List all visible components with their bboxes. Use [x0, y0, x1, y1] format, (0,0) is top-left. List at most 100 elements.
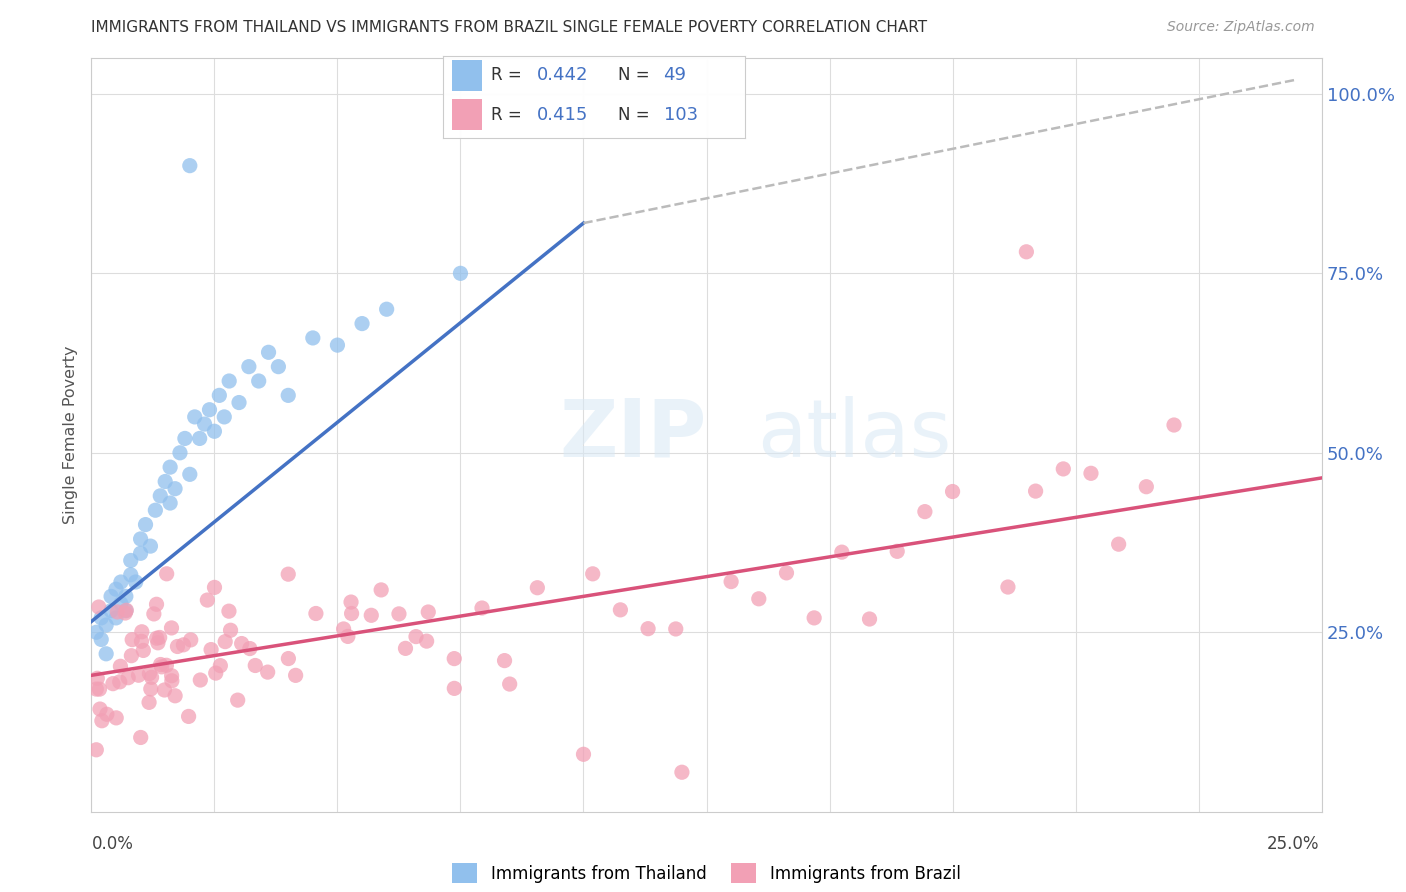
Point	[748, 591, 770, 606]
Point	[340, 595, 363, 609]
Point	[582, 566, 605, 581]
Point	[394, 641, 416, 656]
Point	[105, 611, 127, 625]
Point	[720, 574, 742, 589]
Point	[188, 432, 211, 446]
Point	[886, 544, 908, 558]
Point	[169, 446, 191, 460]
Point	[775, 566, 797, 580]
Point	[163, 482, 186, 496]
Point	[141, 670, 163, 684]
Point	[572, 747, 595, 762]
Point	[665, 622, 688, 636]
Point	[1015, 244, 1038, 259]
Text: 0.415: 0.415	[537, 106, 588, 124]
Point	[179, 159, 201, 173]
FancyBboxPatch shape	[451, 99, 482, 130]
Point	[326, 338, 349, 352]
Point	[209, 658, 232, 673]
Point	[195, 593, 218, 607]
Point	[177, 709, 200, 723]
Point	[165, 689, 187, 703]
Point	[200, 642, 222, 657]
Point	[86, 671, 108, 685]
Point	[160, 669, 183, 683]
Point	[120, 553, 142, 567]
Point	[277, 651, 299, 665]
Point	[942, 484, 965, 499]
Point	[609, 603, 631, 617]
Point	[284, 668, 307, 682]
Point	[159, 496, 181, 510]
Point	[301, 331, 323, 345]
Point	[267, 359, 290, 374]
Point	[150, 660, 173, 674]
Point	[226, 693, 249, 707]
Point	[89, 682, 111, 697]
Point	[160, 673, 183, 688]
Point	[135, 517, 156, 532]
Point	[87, 600, 110, 615]
Point	[183, 409, 207, 424]
FancyBboxPatch shape	[451, 61, 482, 92]
Point	[471, 601, 494, 615]
Point	[332, 622, 354, 636]
Point	[526, 581, 548, 595]
Point	[204, 666, 226, 681]
Point	[121, 632, 143, 647]
Text: atlas: atlas	[756, 396, 952, 474]
Point	[86, 743, 108, 757]
Point	[443, 651, 465, 665]
Point	[146, 636, 169, 650]
Point	[139, 539, 162, 553]
Point	[105, 605, 128, 619]
Text: R =: R =	[491, 106, 527, 124]
Point	[89, 702, 111, 716]
Point	[247, 374, 270, 388]
Text: Source: ZipAtlas.com: Source: ZipAtlas.com	[1167, 20, 1315, 34]
Text: 0.442: 0.442	[537, 66, 588, 84]
Point	[110, 659, 132, 673]
Point	[129, 532, 152, 546]
Point	[131, 634, 153, 648]
Text: 25.0%: 25.0%	[1267, 835, 1319, 853]
Text: IMMIGRANTS FROM THAILAND VS IMMIGRANTS FROM BRAZIL SINGLE FEMALE POVERTY CORRELA: IMMIGRANTS FROM THAILAND VS IMMIGRANTS F…	[91, 20, 928, 35]
Text: 0.0%: 0.0%	[91, 835, 134, 853]
Text: ZIP: ZIP	[560, 396, 706, 474]
Point	[96, 707, 118, 722]
Point	[245, 658, 267, 673]
Text: R =: R =	[491, 66, 527, 84]
Point	[1163, 417, 1185, 432]
Point	[145, 597, 167, 611]
Point	[1135, 480, 1157, 494]
Point	[198, 402, 221, 417]
Point	[305, 607, 328, 621]
Point	[228, 395, 250, 409]
Point	[96, 647, 117, 661]
Point	[1052, 462, 1074, 476]
Point	[188, 673, 211, 687]
Point	[370, 582, 392, 597]
Point	[239, 641, 262, 656]
Point	[257, 345, 280, 359]
Point	[218, 374, 240, 388]
Point	[831, 545, 853, 559]
Point	[114, 606, 136, 620]
Point	[105, 711, 128, 725]
Point	[914, 505, 936, 519]
Point	[193, 417, 217, 431]
Point	[352, 317, 374, 331]
Point	[494, 654, 516, 668]
Point	[277, 388, 299, 402]
Point	[90, 714, 112, 728]
Point	[388, 607, 411, 621]
Legend: Immigrants from Thailand, Immigrants from Brazil: Immigrants from Thailand, Immigrants fro…	[446, 856, 967, 890]
Point	[637, 622, 659, 636]
Point	[129, 546, 152, 560]
Point	[202, 424, 225, 438]
Point	[449, 266, 471, 280]
Point	[108, 674, 131, 689]
Point	[110, 597, 132, 611]
Point	[132, 643, 155, 657]
Point	[124, 574, 146, 589]
